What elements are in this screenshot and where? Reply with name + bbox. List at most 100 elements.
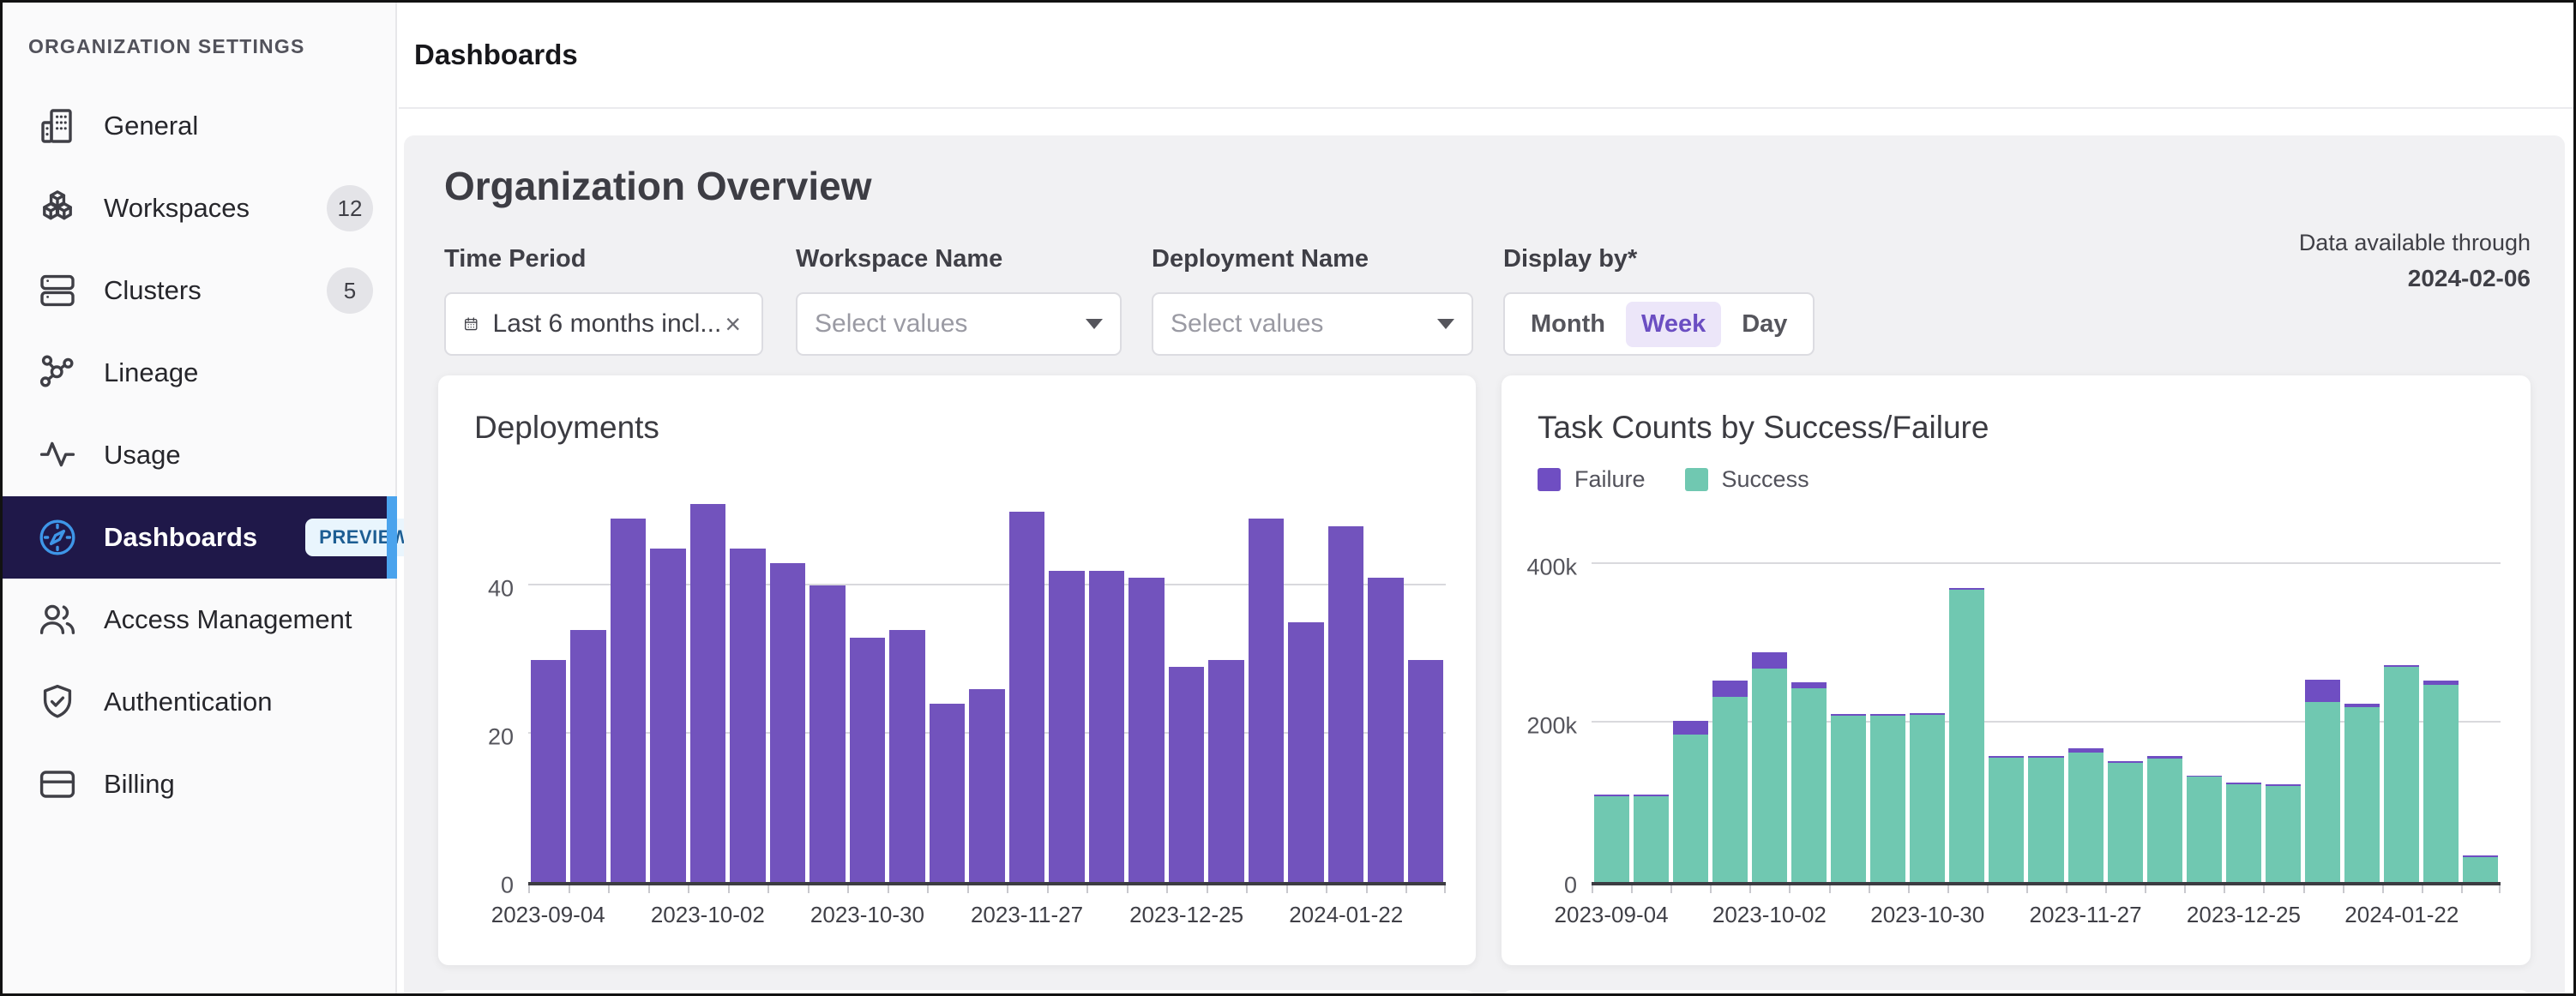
bar-success	[1751, 669, 1787, 882]
sidebar-item-lineage[interactable]: Lineage	[3, 332, 395, 414]
x-tickmark	[2184, 885, 2187, 893]
x-tick-label: 2023-12-25	[2186, 902, 2301, 927]
data-available: Data available through 2024-02-06	[2299, 230, 2531, 292]
bar-deployments	[889, 630, 925, 882]
bar-success	[2146, 759, 2182, 882]
deployments-plot	[528, 504, 1446, 893]
y-tick-label: 40	[487, 575, 514, 602]
bar-success	[1593, 795, 1629, 882]
bar-success	[2265, 785, 2302, 882]
bar-failure	[1672, 721, 1708, 735]
bar-deployments	[1049, 570, 1085, 882]
time-period-value: Last 6 months incl...	[492, 309, 722, 338]
deployments-chart-card: Deployments 0 20 40 2023-09-04 2023-10-02 20…	[438, 375, 1476, 965]
bar-failure	[1870, 714, 1906, 716]
x-tickmark	[1365, 885, 1368, 893]
sidebar-item-general[interactable]: General	[3, 85, 395, 167]
bar-deployments	[530, 659, 567, 882]
legend-item-success: Success	[1684, 466, 1809, 493]
organization-overview-panel: Organization Overview Data available thr…	[404, 135, 2565, 993]
x-tickmark	[2342, 885, 2344, 893]
bar-failure	[1831, 714, 1867, 716]
x-tickmark	[1007, 885, 1009, 893]
time-period-input[interactable]: Last 6 months incl... ×	[444, 292, 763, 356]
sidebar-item-label: Usage	[104, 440, 181, 470]
legend-label: Success	[1721, 466, 1809, 492]
x-tickmark	[1828, 885, 1831, 893]
bar-deployments	[769, 563, 806, 882]
filter-display-by: Display by* Month Week Day	[1503, 245, 1815, 356]
sidebar-item-authentication[interactable]: Authentication	[3, 661, 395, 743]
bar-deployments	[969, 689, 1005, 882]
sidebar-item-label: Dashboards	[104, 522, 258, 552]
sidebar-item-access-management[interactable]: Access Management	[3, 579, 395, 661]
legend-swatch-icon	[1538, 468, 1561, 491]
bar-deployments	[1407, 659, 1444, 882]
deployment-name-placeholder: Select values	[1171, 309, 1324, 338]
x-tickmark	[927, 885, 930, 893]
bar-deployments	[1129, 578, 1165, 882]
workspace-name-select[interactable]: Select values	[796, 292, 1122, 356]
x-tickmark	[847, 885, 850, 893]
data-available-date: 2024-02-06	[2407, 265, 2531, 291]
display-by-day[interactable]: Day	[1742, 309, 1788, 338]
bar-deployments	[1368, 578, 1404, 882]
bar-failure	[2107, 760, 2143, 763]
sidebar-item-usage[interactable]: Usage	[3, 414, 395, 496]
activity-icon	[37, 435, 78, 476]
display-by-toggle: Month Week Day	[1503, 292, 1815, 356]
next-row-card-stub	[1502, 990, 2531, 993]
sidebar-item-workspaces[interactable]: Workspaces 12	[3, 167, 395, 249]
sidebar-item-billing[interactable]: Billing	[3, 743, 395, 825]
bar-failure	[2344, 704, 2380, 707]
x-tick-label: 2023-10-30	[1870, 902, 1985, 927]
compass-icon	[37, 517, 78, 558]
x-tick-label: 2023-10-02	[1712, 902, 1827, 927]
bar-success	[1672, 735, 1708, 882]
display-by-month[interactable]: Month	[1531, 309, 1605, 338]
deployment-name-select[interactable]: Select values	[1152, 292, 1473, 356]
x-tick-label: 2023-10-30	[810, 902, 924, 927]
credit-card-icon	[37, 764, 78, 805]
bar-success	[2067, 752, 2104, 882]
sidebar-item-label: Billing	[104, 769, 175, 799]
bar-deployments	[650, 548, 686, 882]
clear-icon[interactable]: ×	[725, 308, 741, 339]
sidebar-item-label: Clusters	[104, 275, 202, 305]
x-tickmark	[966, 885, 969, 893]
x-tickmark	[2066, 885, 2068, 893]
count-badge: 5	[327, 267, 373, 314]
bar-success	[1633, 795, 1669, 882]
bar-failure	[1949, 587, 1985, 591]
page-header: Dashboards	[399, 3, 2573, 109]
bar-failure	[1989, 756, 2025, 759]
gridline	[1592, 721, 2501, 723]
task-counts-x-axis: 2023-09-04 2023-10-02 2023-10-30 2023-11-27…	[1555, 902, 2501, 936]
bar-failure	[2225, 782, 2261, 784]
x-tick-label: 2023-11-27	[2029, 902, 2142, 927]
bar-failure	[2067, 748, 2104, 753]
x-tickmark	[647, 885, 650, 893]
sidebar-item-label: Workspaces	[104, 193, 250, 223]
x-tickmark	[1868, 885, 1870, 893]
sidebar: ORGANIZATION SETTINGS General Workspaces 1…	[3, 3, 424, 993]
x-tickmark	[807, 885, 810, 893]
y-tick-label: 0	[500, 872, 514, 898]
deployment-name-label: Deployment Name	[1152, 245, 1369, 273]
deployments-x-axis: 2023-09-04 2023-10-02 2023-10-30 2023-11-27…	[491, 902, 1446, 936]
task-counts-chart-card: Task Counts by Success/Failure Failure Su…	[1502, 375, 2531, 965]
bar-success	[1989, 758, 2025, 882]
x-tickmark	[2381, 885, 2384, 893]
sidebar-item-dashboards[interactable]: Dashboards PREVIEW	[3, 496, 424, 579]
bar-deployments	[1088, 570, 1125, 882]
display-by-week[interactable]: Week	[1625, 301, 1722, 347]
x-tickmark	[1907, 885, 1910, 893]
x-tickmark	[1986, 885, 1989, 893]
bar-failure	[1751, 651, 1787, 669]
bar-failure	[2423, 681, 2459, 685]
x-tick-label: 2023-09-04	[1554, 902, 1669, 927]
x-tickmark	[1592, 885, 1593, 893]
next-row-card-stub	[438, 990, 1476, 993]
sidebar-item-clusters[interactable]: Clusters 5	[3, 249, 395, 332]
